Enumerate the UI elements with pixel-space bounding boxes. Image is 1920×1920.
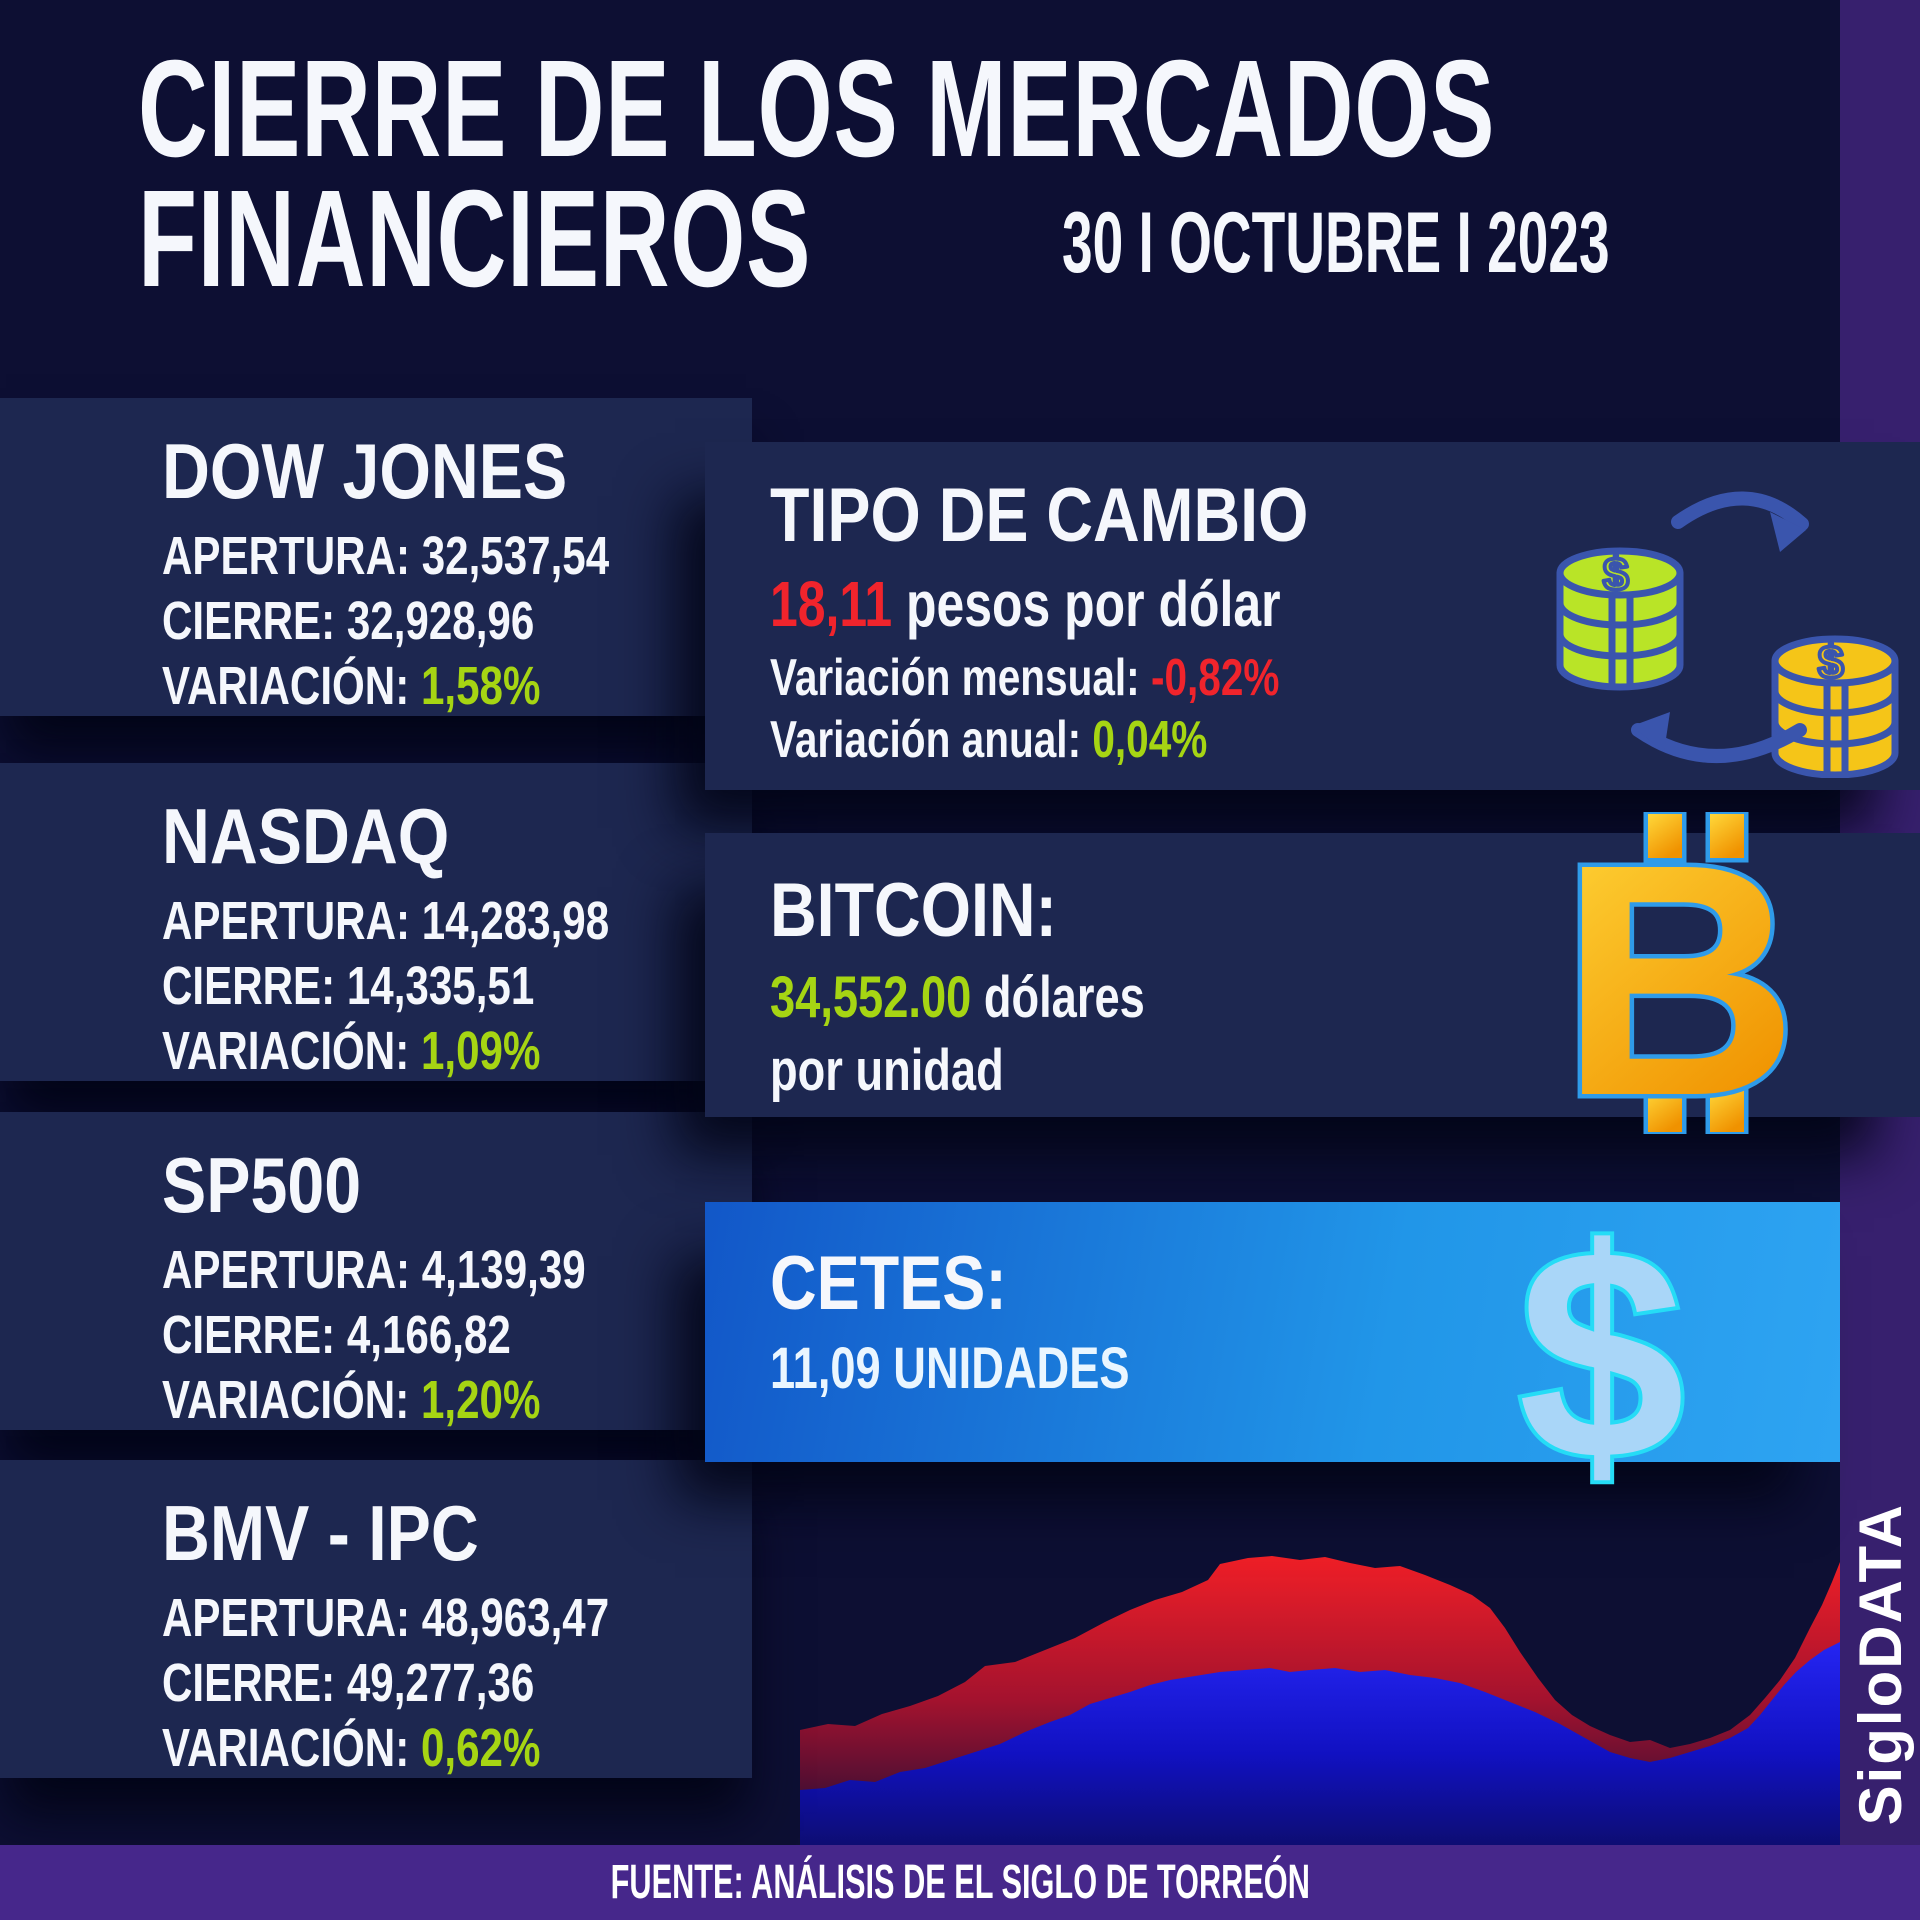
bitcoin-card-title: BITCOIN: [770,868,1058,953]
dollar-sign-icon: $ [1514,1182,1689,1526]
metric-value: 49,277,36 [346,1652,535,1713]
metric-row: APERTURA: 48,963,47 [162,1586,752,1651]
metric-value: 1,20% [420,1369,541,1430]
index-card: NASDAQ APERTURA: 14,283,98 CIERRE: 14,335,… [0,763,752,1081]
metric-label: APERTURA: [162,891,411,951]
metric-row: APERTURA: 32,537,54 [162,524,752,589]
exchange-monthly-variation: Variación mensual: -0,82% [770,649,1280,707]
metric-label: VARIACIÓN: [162,1717,410,1778]
index-name: SP500 [162,1141,362,1229]
metric-row: APERTURA: 4,139,39 [162,1238,752,1303]
index-name: BMV - IPC [162,1489,479,1577]
metric-label: CIERRE: [162,955,336,1016]
metric-label: CIERRE: [162,1652,336,1713]
metric-label: APERTURA: [162,526,411,586]
metric-label: APERTURA: [162,1588,411,1648]
metric-row: CIERRE: 14,335,51 [162,954,752,1019]
metric-row: VARIACIÓN: 1,20% [162,1368,752,1433]
exchange-annual-variation: Variación anual: 0,04% [770,711,1208,769]
cetes-card-title: CETES: [770,1241,1007,1326]
report-date: 30 I OCTUBRE I 2023 [1062,195,1610,291]
metric-label: CIERRE: [162,590,336,651]
metric-row: VARIACIÓN: 1,09% [162,1019,752,1084]
svg-text:B: B [1560,812,1798,1134]
bitcoin-price-value: 34,552.00 [770,965,972,1030]
metric-value: 4,166,82 [346,1304,511,1365]
cetes-value: 11,09 UNIDADES [770,1336,1130,1401]
metric-value: 4,139,39 [421,1240,586,1300]
metric-value: 14,283,98 [421,891,610,951]
index-name: DOW JONES [162,427,568,515]
metric-label: VARIACIÓN: [162,1369,410,1430]
cetes-card: CETES: 11,09 UNIDADES [705,1202,1840,1462]
metric-label: VARIACIÓN: [162,655,410,716]
svg-text:$: $ [1603,548,1629,600]
metric-row: CIERRE: 49,277,36 [162,1651,752,1716]
exchange-card-title: TIPO DE CAMBIO [770,473,1309,558]
metric-row: VARIACIÓN: 1,58% [162,654,752,719]
index-card: SP500 APERTURA: 4,139,39 CIERRE: 4,166,82 V… [0,1112,752,1430]
currency-exchange-coins-icon: $ $ [1556,491,1899,778]
metric-value: 32,928,96 [346,590,535,651]
footer-bar: FUENTE: ANÁLISIS DE EL SIGLO DE TORREÓN [0,1845,1920,1920]
exchange-rate-value: 18,11 [770,568,893,640]
svg-text:$: $ [1818,636,1844,688]
market-trend-area-chart [800,1556,1840,1845]
svg-text:$: $ [1518,1186,1685,1522]
index-card: DOW JONES APERTURA: 32,537,54 CIERRE: 32,9… [0,398,752,716]
bitcoin-card: BITCOIN: 34,552.00 dólares por unidad [705,833,1920,1117]
metric-label: VARIACIÓN: [162,1020,410,1081]
metric-value: 1,58% [420,655,541,716]
metric-value: 32,537,54 [421,526,610,586]
page-title-line2: FINANCIEROS [138,162,812,316]
metric-value: 48,963,47 [421,1588,610,1648]
source-credit: FUENTE: ANÁLISIS DE EL SIGLO DE TORREÓN [610,1856,1310,1909]
arrow-head-right [1770,512,1806,552]
metric-value: 14,335,51 [346,955,535,1016]
metric-row: CIERRE: 32,928,96 [162,589,752,654]
exchange-rate-unit: pesos por dólar [906,568,1281,640]
bitcoin-unit-line: por unidad [770,1037,1004,1103]
metric-label: CIERRE: [162,1304,336,1365]
metric-label: APERTURA: [162,1240,411,1300]
brand-vertical-text: SigloDATA [1846,1502,1914,1825]
page-title-line1: CIERRE DE LOS MERCADOS [138,32,1496,186]
arrow-head-left [1632,712,1670,752]
index-card: BMV - IPC APERTURA: 48,963,47 CIERRE: 49,2… [0,1460,752,1778]
bitcoin-price-line: 34,552.00 dólares [770,965,1145,1030]
metric-value: 0,62% [420,1717,541,1778]
metric-row: CIERRE: 4,166,82 [162,1303,752,1368]
index-name: NASDAQ [162,792,450,880]
exchange-rate-line: 18,11 pesos por dólar [770,572,1920,636]
metric-row: VARIACIÓN: 0,62% [162,1716,752,1781]
bitcoin-icon: B [1556,812,1803,1134]
metric-value: 1,09% [420,1020,541,1081]
blue-series-area [800,1642,1840,1845]
metric-row: APERTURA: 14,283,98 [162,889,752,954]
